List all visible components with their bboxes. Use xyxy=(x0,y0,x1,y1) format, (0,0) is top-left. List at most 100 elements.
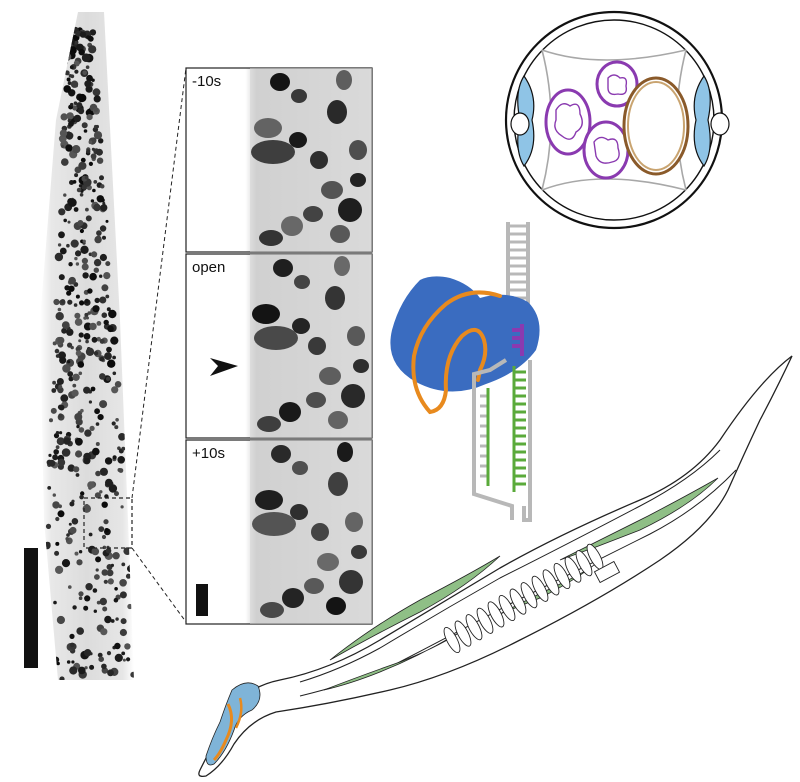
nucleus xyxy=(347,326,365,346)
nucleus xyxy=(61,321,70,329)
nucleus xyxy=(338,198,362,222)
nucleus xyxy=(104,528,109,533)
nucleus xyxy=(95,556,102,563)
nucleus xyxy=(74,40,78,45)
nucleus xyxy=(67,464,76,472)
nucleus xyxy=(66,243,70,248)
nucleus xyxy=(50,407,57,414)
nucleus xyxy=(351,545,367,559)
nucleus xyxy=(105,261,111,267)
nucleus xyxy=(130,671,134,678)
nucleus xyxy=(68,121,74,127)
nucleus xyxy=(74,69,79,74)
cross-section-diagram-icon xyxy=(504,10,730,230)
nucleus xyxy=(85,65,90,69)
nucleus xyxy=(93,95,101,103)
nucleus xyxy=(353,359,369,373)
nucleus xyxy=(99,338,105,344)
pharynx xyxy=(205,682,261,766)
nucleus xyxy=(90,199,95,203)
nucleus xyxy=(84,595,91,602)
nucleus xyxy=(101,284,109,292)
nucleus xyxy=(58,208,66,216)
nucleus xyxy=(69,666,78,675)
nucleus xyxy=(81,122,88,129)
nucleus xyxy=(75,473,80,477)
nucleus xyxy=(55,565,64,575)
nucleus xyxy=(83,129,88,133)
nucleus xyxy=(82,239,86,243)
nucleus xyxy=(71,660,75,664)
nucleus xyxy=(111,421,116,426)
nucleus xyxy=(104,352,112,360)
nucleus xyxy=(321,181,343,199)
nucleus xyxy=(96,230,102,236)
nucleus xyxy=(86,149,91,154)
nucleus xyxy=(91,147,95,151)
nucleus xyxy=(79,494,84,500)
nucleus xyxy=(83,316,87,320)
nucleus xyxy=(328,472,348,496)
nucleus xyxy=(85,347,95,356)
nucleus xyxy=(100,204,108,212)
nucleus xyxy=(99,175,104,181)
nucleus xyxy=(90,153,97,160)
nucleus xyxy=(88,400,92,404)
nucleus xyxy=(79,300,85,306)
nucleus xyxy=(105,547,112,554)
nucleus xyxy=(53,449,59,455)
nucleus xyxy=(72,373,80,381)
nucleus xyxy=(86,316,89,320)
nucleus xyxy=(92,188,96,193)
nucleus xyxy=(72,105,78,111)
nucleus xyxy=(56,378,64,385)
orange-linker xyxy=(411,290,502,415)
nucleus xyxy=(49,418,53,423)
nucleus xyxy=(51,388,57,393)
nucleus xyxy=(85,583,93,591)
nucleus xyxy=(303,206,323,222)
nucleus xyxy=(83,386,91,394)
nucleus xyxy=(78,161,87,170)
nucleus xyxy=(73,101,78,105)
nucleus xyxy=(95,124,100,129)
nucleus xyxy=(40,634,45,640)
nucleus xyxy=(91,336,98,343)
nucleus xyxy=(73,303,78,307)
nucleus xyxy=(58,413,63,418)
timelapse-panel-1: -10s xyxy=(185,67,373,253)
nucleus xyxy=(326,597,346,615)
nucleus xyxy=(74,173,79,178)
nucleus xyxy=(304,578,324,594)
nucleus xyxy=(61,144,64,148)
nucleus xyxy=(73,60,79,66)
nucleus xyxy=(64,70,70,76)
nucleus xyxy=(74,312,81,319)
nucleus xyxy=(89,664,95,670)
nucleus xyxy=(79,31,87,38)
nucleus xyxy=(96,195,105,203)
nucleus xyxy=(334,256,350,276)
nucleus xyxy=(66,290,72,296)
nucleus xyxy=(42,623,48,629)
nucleus xyxy=(104,457,113,465)
nucleus xyxy=(67,220,71,224)
nucleus xyxy=(120,505,124,509)
nucleus xyxy=(57,510,65,518)
nucleus xyxy=(282,588,304,608)
gonad-coil xyxy=(498,594,516,622)
nucleus xyxy=(107,669,114,677)
nucleus xyxy=(63,437,71,445)
nucleus xyxy=(108,309,117,319)
nucleus xyxy=(102,606,108,612)
nucleus xyxy=(68,585,72,589)
vulva-region xyxy=(593,560,621,584)
nucleus xyxy=(92,588,98,593)
nucleus xyxy=(119,579,127,587)
nucleus xyxy=(84,175,89,180)
nucleus xyxy=(291,89,307,103)
nucleus xyxy=(110,563,114,568)
timelapse-panel-3: +10s xyxy=(185,439,373,625)
nucleus xyxy=(103,272,111,280)
nucleus xyxy=(112,355,116,360)
